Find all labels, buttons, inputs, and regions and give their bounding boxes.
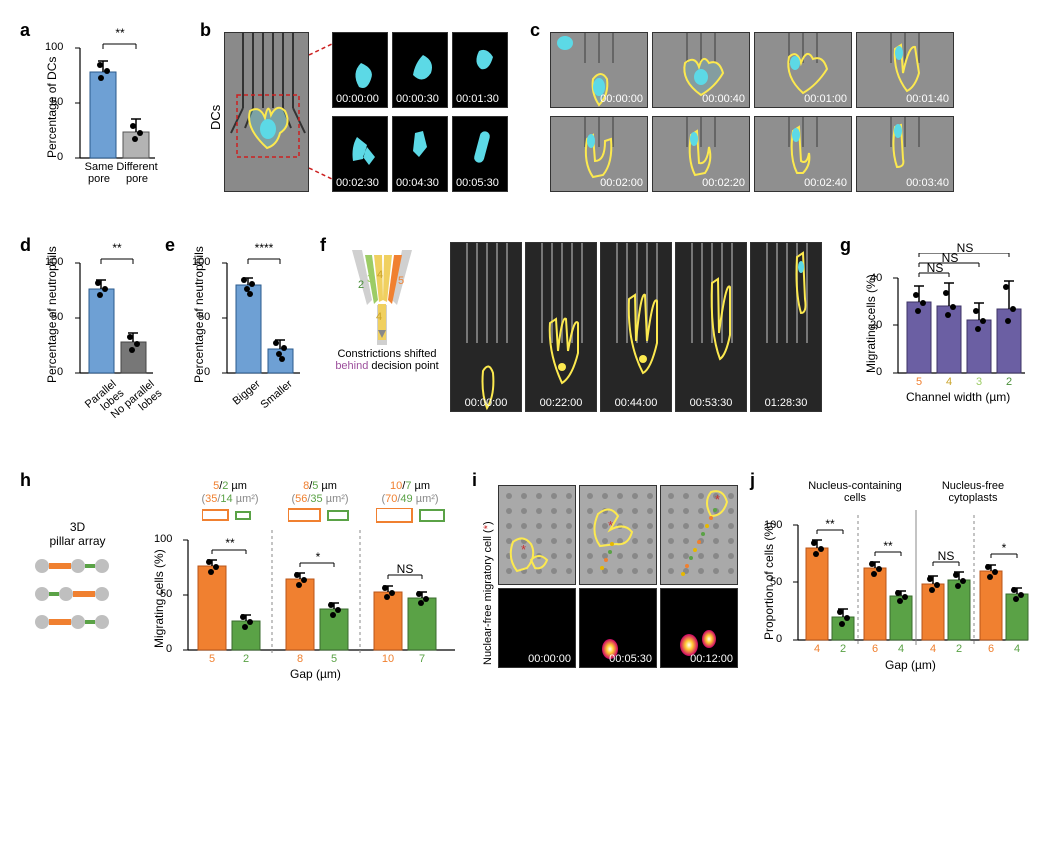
svg-text:2: 2 <box>358 279 364 291</box>
ts: 00:00:00 <box>336 93 379 105</box>
xtick: 3 <box>970 376 988 388</box>
xtick: 2 <box>236 653 256 665</box>
svg-text:3: 3 <box>367 273 373 285</box>
xlabel-g: Channel width (µm) <box>906 390 1010 404</box>
ts: 00:05:30 <box>609 653 652 665</box>
ts: 00:12:00 <box>690 653 733 665</box>
xtick: 8 <box>290 653 310 665</box>
ts: 00:02:00 <box>600 177 643 189</box>
panel-a-label: a <box>20 20 30 41</box>
sig-e: **** <box>246 241 282 255</box>
xtick: 4 <box>924 643 942 655</box>
sig: ** <box>818 517 842 531</box>
xtick: 2 <box>1000 376 1018 388</box>
panel-g-chart: NS NS NS 02040 5 4 3 2 Channel width (µm… <box>880 253 1025 383</box>
ts: 00:02:20 <box>702 177 745 189</box>
xtick: 7 <box>412 653 432 665</box>
xtick: 5 <box>324 653 344 665</box>
ts: 00:00:30 <box>396 93 439 105</box>
panel-a-chart: ** 0 50 100 Samepore Differentpore Perce… <box>65 38 155 168</box>
panel-b-main <box>224 32 309 192</box>
sig: ** <box>876 539 900 553</box>
ts: 00:00:40 <box>702 93 745 105</box>
sig: ** <box>218 536 242 550</box>
ylabel-h: Migrating cells (%) <box>152 549 166 648</box>
xtick: 10 <box>376 653 400 665</box>
ylabel-d: Percentage of neutrophils <box>45 246 59 383</box>
ylabel-e: Percentage of neutrophils <box>192 246 206 383</box>
ts: 00:04:30 <box>396 177 439 189</box>
panel-j-label: j <box>750 470 755 491</box>
xtick: 6 <box>982 643 1000 655</box>
panel-h-label: h <box>20 470 31 491</box>
panel-b-label: b <box>200 20 211 41</box>
panel-f-caption: Constrictions shifted behind decision po… <box>332 348 442 372</box>
ylabel-j: Proportion of cells (%) <box>762 522 776 640</box>
sig: NS <box>392 562 418 576</box>
ts: 00:00:00 <box>600 93 643 105</box>
svg-text:*: * <box>608 518 613 533</box>
ts: 00:02:40 <box>804 177 847 189</box>
ts: 00:22:00 <box>540 397 583 409</box>
xlabel-h: Gap (µm) <box>290 667 341 681</box>
sig: NS <box>933 549 959 563</box>
panel-g-label: g <box>840 235 851 256</box>
panel-f-label: f <box>320 235 326 256</box>
sig-a: ** <box>105 26 135 40</box>
xtick: 4 <box>808 643 826 655</box>
panel-d-label: d <box>20 235 31 256</box>
panel-c-label: c <box>530 20 540 41</box>
svg-text:4: 4 <box>376 311 382 323</box>
xtick: 2 <box>950 643 968 655</box>
panel-h-chart: 5/2 µm 8/5 µm 10/7 µm (35/14 µm²) (56/35… <box>170 480 460 680</box>
ylabel-g: Migrating cells (%) <box>864 274 878 373</box>
ts: 00:01:40 <box>906 93 949 105</box>
sig: * <box>306 550 330 564</box>
header-left: Nucleus-containingcells <box>800 480 910 504</box>
xtick: 4 <box>1008 643 1026 655</box>
svg-text:5: 5 <box>398 275 404 287</box>
ts: 00:01:00 <box>804 93 847 105</box>
svg-text:4: 4 <box>377 269 383 281</box>
ts: 00:02:30 <box>336 177 379 189</box>
panel-h-pillar: 3Dpillar array <box>30 520 125 630</box>
sidelabel-i: Nuclear-free migratory cell (*) <box>482 521 494 665</box>
ts: 00:53:30 <box>690 397 733 409</box>
ts: 00:44:00 <box>615 397 658 409</box>
ts: 00:03:40 <box>906 177 949 189</box>
panel-e-chart: **** 050100 Bigger Smaller Percentage of… <box>212 253 300 383</box>
panel-e-label: e <box>165 235 175 256</box>
xtick: 6 <box>866 643 884 655</box>
sig: NS <box>950 241 980 255</box>
sig: * <box>993 541 1015 555</box>
figure-root: a ** 0 50 100 Samepore Differentpore Per… <box>20 20 1030 846</box>
sidelabel-b: DCs <box>208 105 223 130</box>
ts: 01:28:30 <box>765 397 808 409</box>
ts: 00:00:00 <box>528 653 571 665</box>
xlabel-j: Gap (µm) <box>885 658 936 672</box>
ts: 00:00:00 <box>465 397 508 409</box>
xtick: 5 <box>910 376 928 388</box>
ylabel-a: Percentage of DCs <box>45 57 59 158</box>
svg-text:*: * <box>715 492 720 507</box>
panel-d-chart: ** 050100 Parallellobes No parallellobes… <box>65 253 153 383</box>
xtick: 4 <box>940 376 958 388</box>
panel-j-chart: Nucleus-containingcells Nucleus-freecyto… <box>780 480 1030 680</box>
panel-i-label: i <box>472 470 477 491</box>
xtick: 2 <box>834 643 852 655</box>
ts: 00:01:30 <box>456 93 499 105</box>
svg-text:*: * <box>521 542 526 557</box>
caption-highlight: behind <box>335 360 368 372</box>
panel-f-schematic: 2 3 4 5 4 Constrictions shifted behind d… <box>332 250 432 400</box>
sidelabel-h: 3Dpillar array <box>30 520 125 548</box>
xtick: 5 <box>202 653 222 665</box>
xtick: 4 <box>892 643 910 655</box>
sig-d: ** <box>102 241 132 255</box>
xtick-a-1: Differentpore <box>112 161 162 185</box>
ts: 00:05:30 <box>456 177 499 189</box>
header-right: Nucleus-freecytoplasts <box>918 480 1028 504</box>
